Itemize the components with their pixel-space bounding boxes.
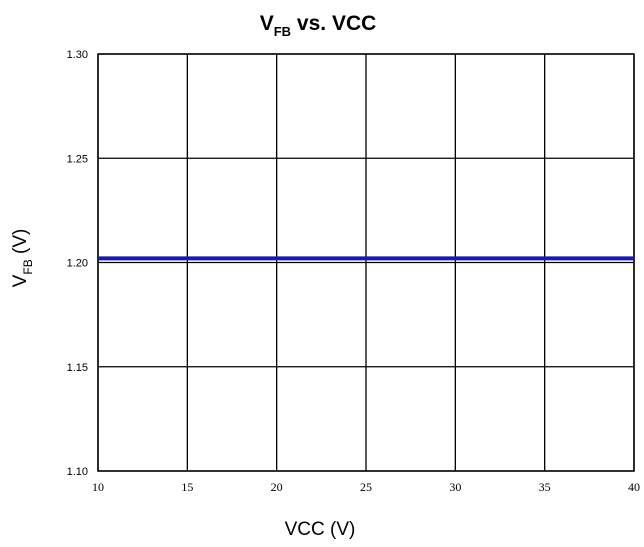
y-tick-label-3: 1.25 (67, 153, 88, 165)
x-axis-label: VCC (V) (285, 519, 356, 540)
chart-title-rest: vs. VCC (291, 12, 376, 35)
x-tick-label-5: 35 (539, 480, 551, 494)
y-tick-label-2: 1.20 (67, 258, 88, 270)
plot-area-border (97, 53, 635, 472)
y-axis-label-subscript: FB (21, 259, 35, 274)
plot-frame (97, 53, 635, 472)
x-ticks: 10 15 20 25 30 35 40 (92, 480, 640, 494)
y-ticks: 1.10 1.15 1.20 1.25 1.30 (67, 49, 88, 478)
chart-title-main: V (260, 12, 274, 35)
y-axis-label-main: V (10, 274, 31, 287)
x-tick-label-4: 30 (449, 480, 461, 494)
x-tick-label-6: 40 (628, 480, 640, 494)
chart-title-subscript: FB (274, 24, 291, 39)
grid (97, 53, 635, 472)
y-tick-label-0: 1.10 (67, 466, 88, 478)
x-tick-label-0: 10 (92, 480, 104, 494)
y-axis-label-rest: (V) (10, 229, 31, 260)
x-tick-label-1: 15 (181, 480, 193, 494)
y-tick-label-1: 1.15 (67, 362, 88, 374)
y-tick-label-4: 1.30 (67, 49, 88, 61)
chart-title: VFB vs. VCC (260, 12, 377, 39)
x-tick-label-2: 20 (271, 480, 283, 494)
x-tick-label-3: 25 (360, 480, 372, 494)
y-axis-label: VFB (V) (10, 229, 35, 288)
